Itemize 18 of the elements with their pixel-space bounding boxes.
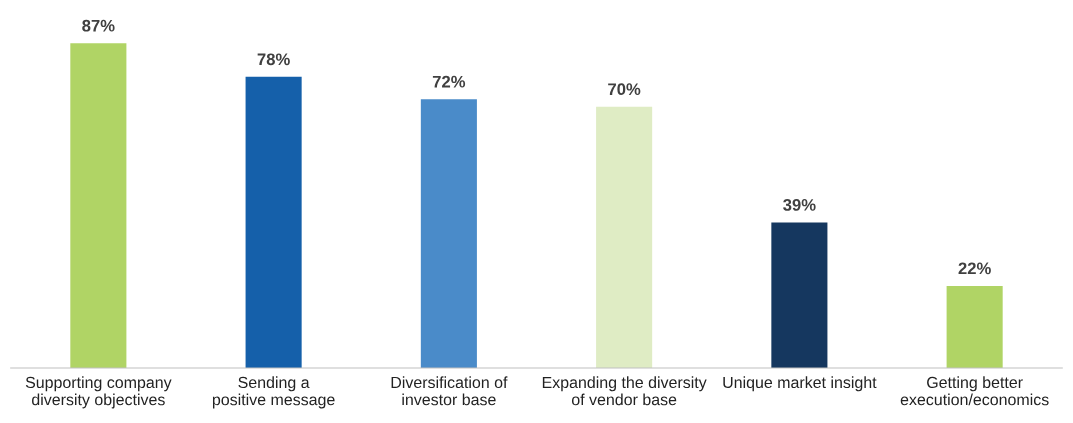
x-tick-label: Getting better execution/economics bbox=[900, 376, 1049, 406]
data-label: 78% bbox=[257, 53, 290, 66]
data-label: 70% bbox=[608, 83, 641, 96]
x-tick-label: Diversification of investor base bbox=[391, 376, 508, 406]
bar bbox=[70, 43, 127, 369]
bar bbox=[771, 222, 828, 369]
x-tick-label: Supporting company diversity objectives bbox=[25, 376, 172, 409]
bar bbox=[596, 106, 653, 369]
x-tick-label: Unique market insight bbox=[723, 376, 877, 392]
bar bbox=[245, 76, 302, 369]
bar bbox=[946, 285, 1003, 369]
data-label: 22% bbox=[958, 262, 991, 275]
bar bbox=[420, 99, 477, 369]
data-label: 87% bbox=[82, 19, 115, 32]
data-label: 72% bbox=[432, 75, 466, 88]
x-tick-label: Sending a positive message bbox=[212, 376, 335, 409]
data-label: 39% bbox=[783, 198, 816, 211]
x-tick-label: Expanding the diversity of vendor base bbox=[542, 376, 707, 406]
